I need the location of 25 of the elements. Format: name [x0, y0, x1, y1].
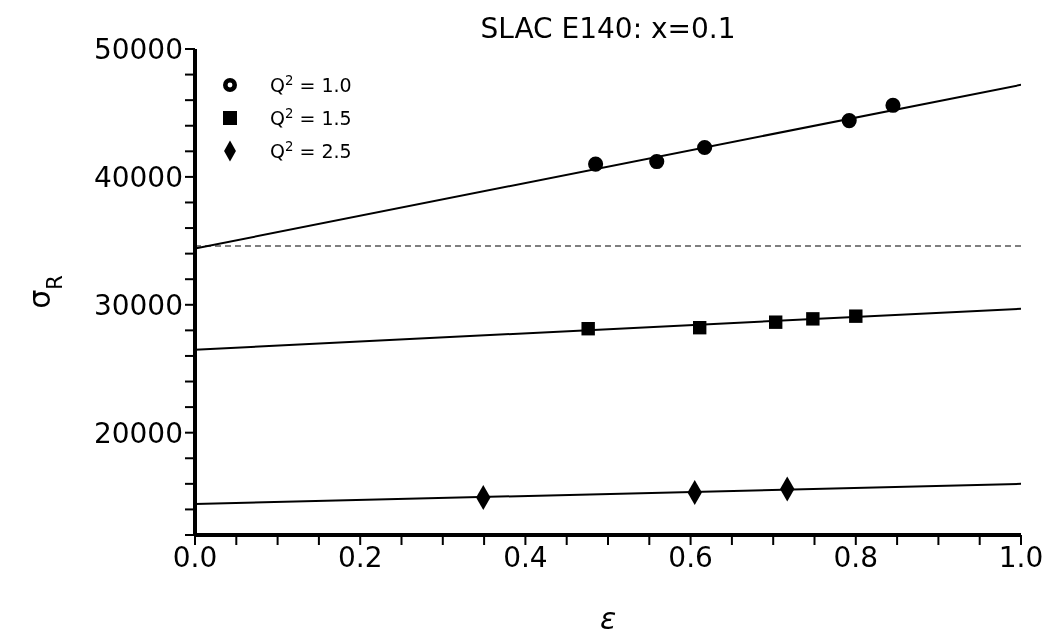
point [692, 320, 707, 335]
point [581, 322, 595, 336]
legend-label: Q$^{2}$ = 1.0 [270, 72, 352, 96]
legend-label: Q$^{2}$ = 1.5 [270, 105, 352, 129]
y-tick-label: 50000 [93, 32, 183, 66]
x-tick-label: 0.0 [172, 540, 218, 574]
point [849, 309, 863, 323]
y-tick-label: 30000 [93, 288, 183, 322]
chart-title: SLAC E140: x=0.1 [480, 12, 736, 45]
x-tick-label: 0.6 [668, 540, 713, 574]
y-tick-label: 20000 [93, 416, 183, 450]
point [588, 156, 604, 172]
x-tick-label: 0.2 [337, 540, 383, 574]
point [649, 153, 665, 170]
x-tick-label: 1.0 [998, 540, 1044, 574]
legend-label: Q$^{2}$ = 2.5 [270, 138, 352, 162]
point [841, 113, 857, 129]
point [806, 312, 820, 326]
point [768, 315, 783, 329]
x-tick-label: 0.8 [833, 540, 879, 574]
point [697, 139, 713, 156]
x-axis-title: ε [599, 601, 617, 636]
point [885, 97, 901, 113]
x-tick-label: 0.4 [503, 540, 548, 574]
y-tick-label: 40000 [93, 160, 183, 194]
